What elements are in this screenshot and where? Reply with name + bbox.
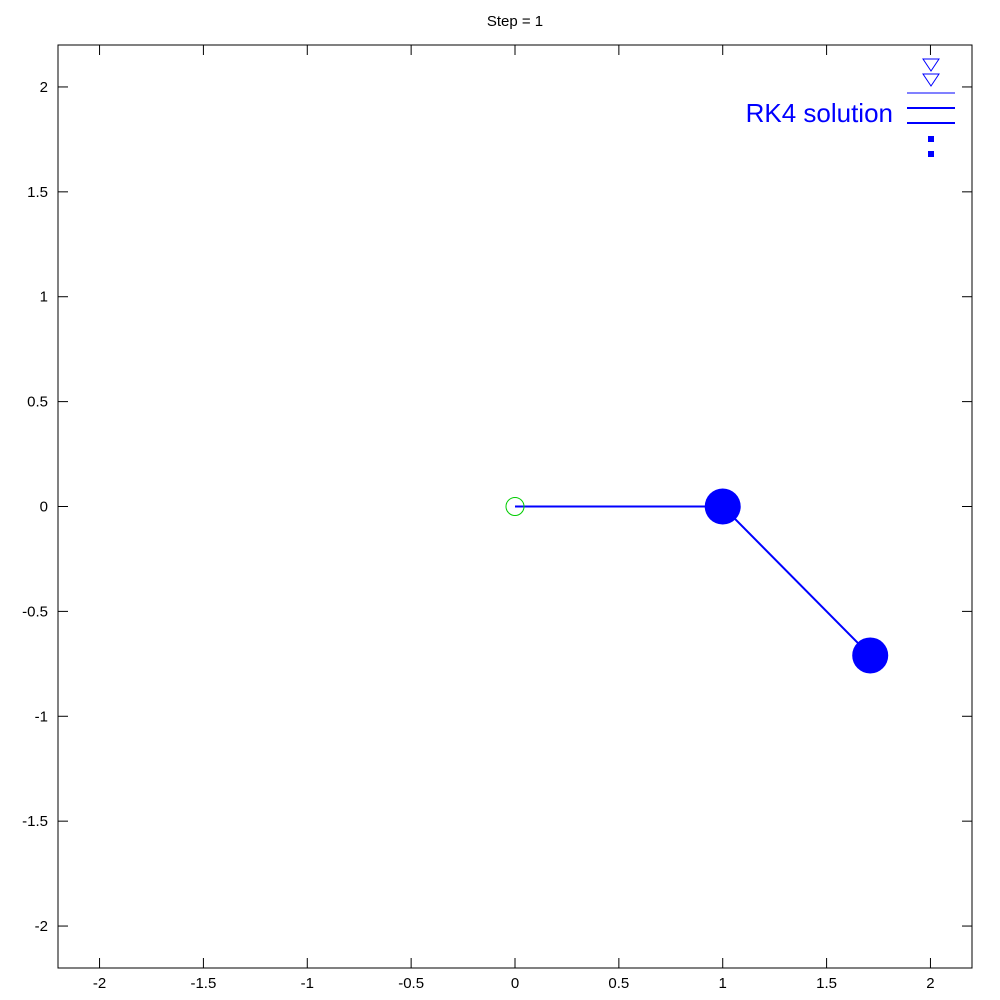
y-tick-label: -1.5 <box>22 813 48 830</box>
legend-label-rk4: RK4 solution <box>746 98 893 128</box>
y-tick-label: -2 <box>35 918 48 935</box>
x-tick-label: 1 <box>719 975 727 992</box>
y-tick-label: 2 <box>40 79 48 96</box>
y-tick-label: 0.5 <box>27 394 48 411</box>
pendulum-bob <box>852 637 889 674</box>
y-tick-label: -0.5 <box>22 603 48 620</box>
y-tick-label: -1 <box>35 708 48 725</box>
legend-triangle-marker <box>922 73 940 87</box>
x-tick-label: -0.5 <box>398 975 424 992</box>
x-tick-label: 0.5 <box>608 975 629 992</box>
y-tick-label: 1.5 <box>27 184 48 201</box>
x-tick-label: 1.5 <box>816 975 837 992</box>
x-tick-label: -1 <box>301 975 314 992</box>
legend: RK4 solution <box>746 58 955 157</box>
chart-title: Step = 1 <box>487 13 543 30</box>
pendulum-bob <box>704 488 741 525</box>
x-axis-ticks: -2 -1.5 -1 -0.5 0 0.5 1 1.5 2 <box>93 45 935 992</box>
x-tick-label: -2 <box>93 975 106 992</box>
pivot-marker <box>505 497 525 516</box>
x-tick-label: 2 <box>926 975 934 992</box>
y-tick-label: 0 <box>40 499 48 516</box>
x-tick-label: 0 <box>511 975 519 992</box>
y-tick-label: 1 <box>40 289 48 306</box>
legend-dot-marker <box>928 151 934 157</box>
rod-segment <box>722 505 871 657</box>
pendulum-series <box>505 488 889 674</box>
y-axis-ticks: 2 1.5 1 0.5 0 -0.5 -1 -1.5 -2 <box>22 79 972 935</box>
legend-dot-marker <box>928 136 934 142</box>
legend-triangle-marker <box>922 58 940 72</box>
x-tick-label: -1.5 <box>190 975 216 992</box>
